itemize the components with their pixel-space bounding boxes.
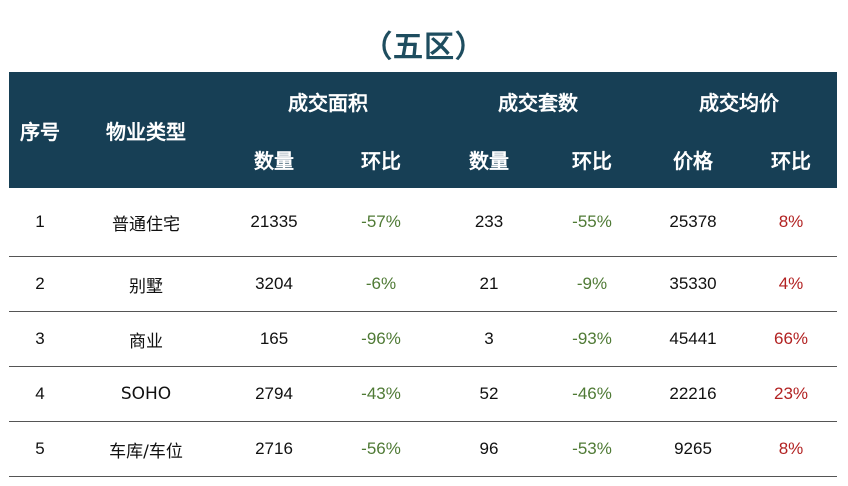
cell-units-qty: 21 — [435, 256, 543, 312]
cell-area-chg: -56% — [327, 421, 435, 477]
cell-area-qty: 21335 — [221, 188, 327, 257]
cell-units-chg: -53% — [543, 421, 641, 477]
cell-price: 22216 — [641, 366, 745, 422]
cell-area-qty: 2716 — [221, 421, 327, 477]
cell-price: 45441 — [641, 311, 745, 367]
header-seq: 序号 — [9, 72, 71, 188]
table-row: 5 车库/车位 2716 -56% 96 -53% 9265 8% — [9, 421, 837, 477]
cell-units-chg: -46% — [543, 366, 641, 422]
header-units-qty: 数量 — [435, 130, 543, 188]
cell-seq: 3 — [9, 311, 71, 367]
cell-price-chg: 23% — [745, 366, 837, 422]
header-price: 价格 — [641, 130, 745, 188]
cell-property-type: 商业 — [71, 311, 221, 367]
cell-area-chg: -57% — [327, 188, 435, 257]
table-row: 3 商业 165 -96% 3 -93% 45441 66% — [9, 311, 837, 367]
cell-property-type: 别墅 — [71, 256, 221, 312]
cell-price: 9265 — [641, 421, 745, 477]
cell-units-qty: 52 — [435, 366, 543, 422]
cell-price: 35330 — [641, 256, 745, 312]
cell-seq: 1 — [9, 188, 71, 257]
cell-units-qty: 233 — [435, 188, 543, 257]
cell-seq: 5 — [9, 421, 71, 477]
cell-area-qty: 2794 — [221, 366, 327, 422]
cell-property-type: 普通住宅 — [71, 188, 221, 257]
table-row: 1 普通住宅 21335 -57% 233 -55% 25378 8% — [9, 188, 837, 257]
cell-seq: 4 — [9, 366, 71, 422]
cell-seq: 2 — [9, 256, 71, 312]
cell-units-chg: -9% — [543, 256, 641, 312]
header-group-units: 成交套数 — [435, 72, 641, 130]
cell-price-chg: 4% — [745, 256, 837, 312]
cell-units-chg: -55% — [543, 188, 641, 257]
table-row: 2 别墅 3204 -6% 21 -9% 35330 4% — [9, 256, 837, 312]
cell-area-chg: -6% — [327, 256, 435, 312]
cell-price-chg: 8% — [745, 421, 837, 477]
cell-units-chg: -93% — [543, 311, 641, 367]
header-area-chg: 环比 — [327, 130, 435, 188]
transaction-table: 序号 物业类型 成交面积 成交套数 成交均价 数量 环比 数量 环比 价格 环比… — [9, 72, 837, 477]
cell-property-type: 车库/车位 — [71, 421, 221, 477]
header-property-type: 物业类型 — [71, 72, 221, 188]
cell-price-chg: 66% — [745, 311, 837, 367]
header-group-price: 成交均价 — [641, 72, 837, 130]
cell-area-qty: 165 — [221, 311, 327, 367]
cell-price: 25378 — [641, 188, 745, 257]
header-price-chg: 环比 — [745, 130, 837, 188]
table-row: 4 SOHO 2794 -43% 52 -46% 22216 23% — [9, 366, 837, 422]
header-units-chg: 环比 — [543, 130, 641, 188]
cell-area-chg: -43% — [327, 366, 435, 422]
cell-property-type: SOHO — [71, 366, 221, 422]
cell-units-qty: 3 — [435, 311, 543, 367]
table-title: （五区） — [362, 30, 486, 65]
cell-price-chg: 8% — [745, 188, 837, 257]
cell-area-qty: 3204 — [221, 256, 327, 312]
cell-units-qty: 96 — [435, 421, 543, 477]
header-area-qty: 数量 — [221, 130, 327, 188]
header-group-area: 成交面积 — [221, 72, 435, 130]
cell-area-chg: -96% — [327, 311, 435, 367]
